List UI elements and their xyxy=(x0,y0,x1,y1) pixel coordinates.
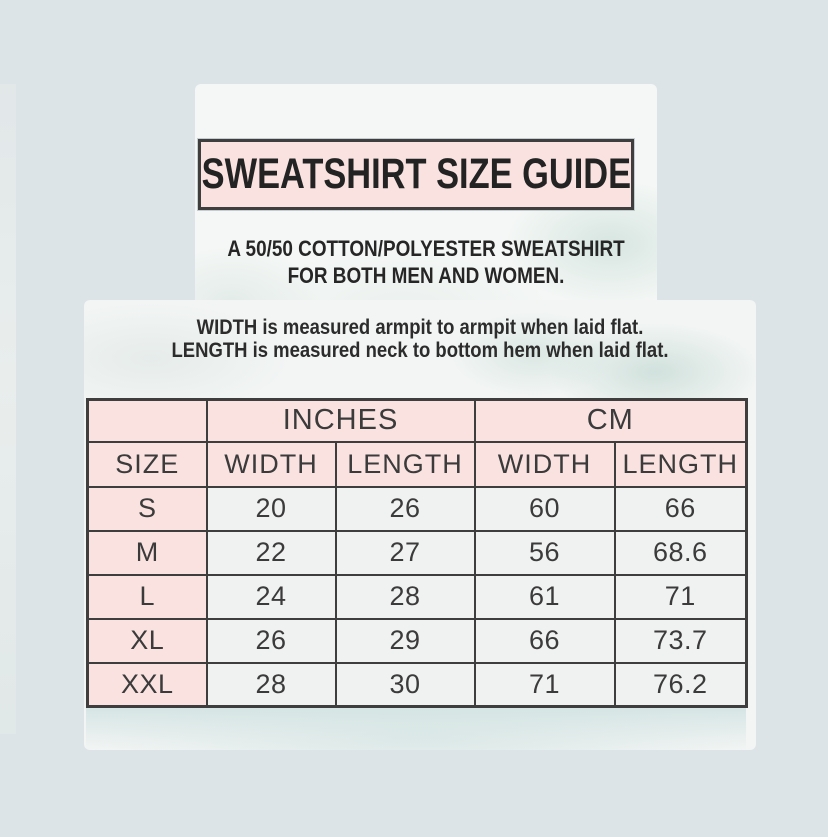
table-row-l: L 24 28 61 71 xyxy=(86,573,748,620)
size-cell: XXL xyxy=(86,661,208,708)
column-header-length-inches: LENGTH xyxy=(334,440,476,488)
measurement-note-line-2: LENGTH is measured neck to bottom hem wh… xyxy=(171,339,669,362)
product-description: A 50/50 COTTON/POLYESTER SWEATSHIRT FOR … xyxy=(195,235,657,289)
size-cell: L xyxy=(86,573,208,620)
watercolor-bottom-band xyxy=(86,707,746,751)
size-cell: S xyxy=(86,485,208,532)
table-row-s: S 20 26 60 66 xyxy=(86,485,748,532)
value-cell: 66 xyxy=(473,617,616,664)
description-line-1: A 50/50 COTTON/POLYESTER SWEATSHIRT xyxy=(227,236,625,261)
value-cell: 66 xyxy=(613,485,748,532)
unit-header-cm: CM xyxy=(473,398,748,443)
table-row-units: INCHES CM xyxy=(86,398,748,443)
value-cell: 24 xyxy=(205,573,337,620)
page-title: SWEATSHIRT SIZE GUIDE xyxy=(201,150,631,198)
column-header-width-inches: WIDTH xyxy=(205,440,337,488)
value-cell: 71 xyxy=(613,573,748,620)
measurement-note-line-1: WIDTH is measured armpit to armpit when … xyxy=(196,316,644,339)
value-cell: 26 xyxy=(205,617,337,664)
value-cell: 27 xyxy=(334,529,476,576)
column-header-size: SIZE xyxy=(86,440,208,488)
value-cell: 26 xyxy=(334,485,476,532)
description-line-2: FOR BOTH MEN AND WOMEN. xyxy=(287,263,565,288)
value-cell: 20 xyxy=(205,485,337,532)
title-banner: SWEATSHIRT SIZE GUIDE xyxy=(198,139,634,210)
table-row-headers: SIZE WIDTH LENGTH WIDTH LENGTH xyxy=(86,440,748,488)
value-cell: 68.6 xyxy=(613,529,748,576)
watercolor-edge-strip xyxy=(0,84,16,734)
table-row-m: M 22 27 56 68.6 xyxy=(86,529,748,576)
value-cell: 30 xyxy=(334,661,476,708)
column-header-width-cm: WIDTH xyxy=(473,440,616,488)
value-cell: 61 xyxy=(473,573,616,620)
table-row-xl: XL 26 29 66 73.7 xyxy=(86,617,748,664)
size-cell: M xyxy=(86,529,208,576)
value-cell: 28 xyxy=(334,573,476,620)
corner-cell xyxy=(86,398,208,443)
measurement-note: WIDTH is measured armpit to armpit when … xyxy=(84,316,756,362)
column-header-length-cm: LENGTH xyxy=(613,440,748,488)
value-cell: 56 xyxy=(473,529,616,576)
value-cell: 60 xyxy=(473,485,616,532)
value-cell: 76.2 xyxy=(613,661,748,708)
size-table: INCHES CM SIZE WIDTH LENGTH WIDTH LENGTH… xyxy=(86,398,749,708)
size-cell: XL xyxy=(86,617,208,664)
value-cell: 22 xyxy=(205,529,337,576)
table-row-xxl: XXL 28 30 71 76.2 xyxy=(86,661,748,708)
value-cell: 73.7 xyxy=(613,617,748,664)
value-cell: 28 xyxy=(205,661,337,708)
value-cell: 71 xyxy=(473,661,616,708)
value-cell: 29 xyxy=(334,617,476,664)
unit-header-inches: INCHES xyxy=(205,398,476,443)
